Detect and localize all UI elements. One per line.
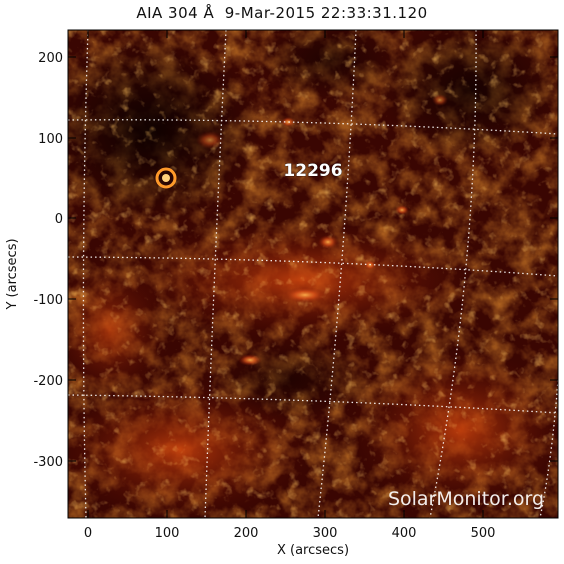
heliographic-grid [68,30,558,518]
x-tick-label: 200 [234,526,259,541]
solar-image [68,30,558,518]
y-tick-label: 0 [55,212,63,227]
x-axis-label: X (arcsecs) [277,543,349,558]
y-tick-label: -200 [33,374,63,389]
active-region-label: 12296 [283,161,342,181]
image-title: AIA 304 Å 9-Mar-2015 22:33:31.120 [136,4,428,22]
x-tick-label: 100 [155,526,180,541]
x-tick-label: 500 [471,526,496,541]
x-tick-label: 400 [392,526,417,541]
watermark: SolarMonitor.org [388,488,544,510]
y-tick-label: 200 [38,51,63,66]
y-axis-label: Y (arcsecs) [5,238,20,310]
axis-ticks [68,30,558,518]
plot-frame [67,29,559,519]
x-tick-label: 0 [84,526,92,541]
y-tick-label: -300 [33,455,63,470]
x-tick-label: 300 [313,526,338,541]
y-tick-label: 100 [38,132,63,147]
y-tick-label: -100 [33,293,63,308]
